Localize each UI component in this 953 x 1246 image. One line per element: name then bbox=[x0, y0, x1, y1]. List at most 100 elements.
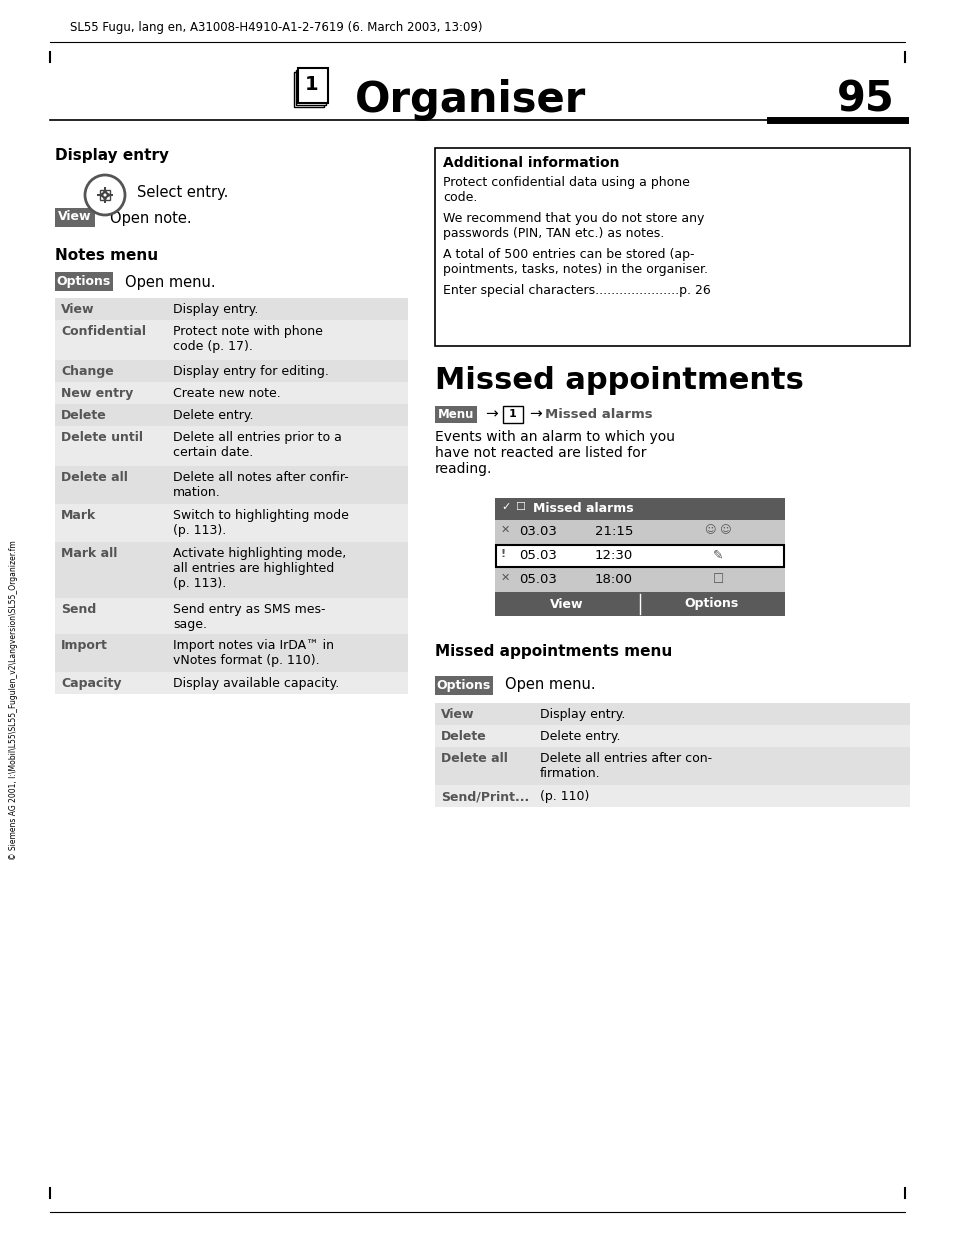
FancyBboxPatch shape bbox=[495, 592, 784, 616]
Text: Display entry: Display entry bbox=[55, 148, 169, 163]
Text: 18:00: 18:00 bbox=[595, 573, 633, 586]
Text: Additional information: Additional information bbox=[442, 156, 618, 169]
FancyBboxPatch shape bbox=[55, 320, 408, 360]
Text: ✕: ✕ bbox=[500, 573, 510, 583]
Text: View: View bbox=[58, 211, 91, 223]
Text: 1: 1 bbox=[509, 409, 517, 419]
Text: Delete all: Delete all bbox=[440, 753, 507, 765]
Text: Missed appointments: Missed appointments bbox=[435, 366, 803, 395]
Text: Capacity: Capacity bbox=[61, 677, 121, 690]
FancyBboxPatch shape bbox=[55, 360, 408, 383]
Text: Send: Send bbox=[61, 603, 96, 616]
Text: →: → bbox=[484, 406, 497, 421]
Text: Open menu.: Open menu. bbox=[504, 678, 595, 693]
FancyBboxPatch shape bbox=[495, 520, 784, 545]
Text: Create new note.: Create new note. bbox=[172, 388, 280, 400]
Text: We recommend that you do not store any
passwords (PIN, TAN etc.) as notes.: We recommend that you do not store any p… bbox=[442, 212, 703, 240]
Text: Enter special characters.....................p. 26: Enter special characters................… bbox=[442, 284, 710, 297]
Text: Options: Options bbox=[436, 679, 491, 692]
Text: 21:15: 21:15 bbox=[595, 525, 633, 538]
FancyBboxPatch shape bbox=[55, 542, 408, 598]
Text: Import notes via IrDA™ in
vNotes format (p. 110).: Import notes via IrDA™ in vNotes format … bbox=[172, 639, 334, 667]
Text: Mark: Mark bbox=[61, 510, 96, 522]
Text: Display entry.: Display entry. bbox=[539, 708, 625, 721]
Text: →: → bbox=[529, 406, 541, 421]
Text: Send entry as SMS mes-
sage.: Send entry as SMS mes- sage. bbox=[172, 603, 325, 630]
FancyBboxPatch shape bbox=[100, 189, 110, 201]
Text: Display entry for editing.: Display entry for editing. bbox=[172, 365, 329, 378]
Text: Delete entry.: Delete entry. bbox=[539, 730, 619, 743]
Text: Display available capacity.: Display available capacity. bbox=[172, 677, 339, 690]
Text: ☐: ☐ bbox=[712, 573, 723, 586]
Text: ✓: ✓ bbox=[500, 502, 510, 512]
Text: Open note.: Open note. bbox=[110, 211, 192, 226]
Text: 05.03: 05.03 bbox=[518, 549, 557, 562]
Text: Missed alarms: Missed alarms bbox=[533, 502, 633, 515]
Text: ✕: ✕ bbox=[500, 525, 510, 535]
Text: 95: 95 bbox=[837, 78, 894, 121]
Text: Events with an alarm to which you
have not reacted are listed for
reading.: Events with an alarm to which you have n… bbox=[435, 430, 675, 476]
Text: ☐: ☐ bbox=[515, 502, 524, 512]
FancyBboxPatch shape bbox=[496, 545, 783, 567]
Text: !: ! bbox=[500, 549, 506, 559]
Text: Menu: Menu bbox=[437, 407, 474, 420]
Text: © Siemens AG 2001, I:\Mobil\L55\SL55_Fugulen_v2\Langversion\SL55_Organizer.fm: © Siemens AG 2001, I:\Mobil\L55\SL55_Fug… bbox=[10, 540, 18, 860]
FancyBboxPatch shape bbox=[435, 703, 909, 725]
Text: 05.03: 05.03 bbox=[518, 573, 557, 586]
FancyBboxPatch shape bbox=[55, 503, 408, 542]
Text: View: View bbox=[440, 708, 474, 721]
Text: Open menu.: Open menu. bbox=[125, 274, 215, 289]
FancyBboxPatch shape bbox=[55, 208, 95, 227]
Text: Send/Print...: Send/Print... bbox=[440, 790, 529, 802]
Text: Protect note with phone
code (p. 17).: Protect note with phone code (p. 17). bbox=[172, 325, 322, 353]
FancyBboxPatch shape bbox=[55, 634, 408, 672]
Text: Missed appointments menu: Missed appointments menu bbox=[435, 644, 672, 659]
Text: Delete all entries prior to a
certain date.: Delete all entries prior to a certain da… bbox=[172, 431, 341, 459]
Text: View: View bbox=[550, 598, 583, 611]
Text: New entry: New entry bbox=[61, 388, 133, 400]
FancyBboxPatch shape bbox=[435, 406, 476, 422]
Text: A total of 500 entries can be stored (ap-
pointments, tasks, notes) in the organ: A total of 500 entries can be stored (ap… bbox=[442, 248, 707, 277]
Text: Switch to highlighting mode
(p. 113).: Switch to highlighting mode (p. 113). bbox=[172, 510, 349, 537]
FancyBboxPatch shape bbox=[55, 298, 408, 320]
FancyBboxPatch shape bbox=[295, 70, 326, 105]
Text: Delete: Delete bbox=[61, 409, 107, 422]
Text: Mark all: Mark all bbox=[61, 547, 117, 559]
FancyBboxPatch shape bbox=[55, 404, 408, 426]
Text: ✎: ✎ bbox=[712, 549, 722, 562]
Text: (p. 110): (p. 110) bbox=[539, 790, 589, 802]
FancyBboxPatch shape bbox=[435, 677, 493, 695]
Text: Delete: Delete bbox=[440, 730, 486, 743]
Text: Organiser: Organiser bbox=[355, 78, 586, 121]
Text: Change: Change bbox=[61, 365, 113, 378]
Text: Delete all notes after confir-
mation.: Delete all notes after confir- mation. bbox=[172, 471, 349, 498]
Circle shape bbox=[85, 174, 125, 216]
Text: Delete entry.: Delete entry. bbox=[172, 409, 253, 422]
Text: Missed alarms: Missed alarms bbox=[544, 407, 652, 420]
Text: Delete all: Delete all bbox=[61, 471, 128, 483]
Text: ☺ ☺: ☺ ☺ bbox=[704, 525, 731, 535]
Text: Delete all entries after con-
firmation.: Delete all entries after con- firmation. bbox=[539, 753, 711, 780]
FancyBboxPatch shape bbox=[55, 672, 408, 694]
FancyBboxPatch shape bbox=[294, 72, 324, 107]
Text: Options: Options bbox=[57, 274, 111, 288]
FancyBboxPatch shape bbox=[297, 69, 328, 103]
FancyBboxPatch shape bbox=[435, 725, 909, 748]
Text: Activate highlighting mode,
all entries are highlighted
(p. 113).: Activate highlighting mode, all entries … bbox=[172, 547, 346, 591]
Text: Confidential: Confidential bbox=[61, 325, 146, 338]
Text: View: View bbox=[61, 303, 94, 316]
Text: 1: 1 bbox=[305, 76, 318, 95]
FancyBboxPatch shape bbox=[435, 785, 909, 807]
FancyBboxPatch shape bbox=[55, 426, 408, 466]
Text: 12:30: 12:30 bbox=[595, 549, 633, 562]
Text: 03.03: 03.03 bbox=[518, 525, 557, 538]
FancyBboxPatch shape bbox=[495, 498, 784, 520]
FancyBboxPatch shape bbox=[435, 148, 909, 346]
FancyBboxPatch shape bbox=[435, 748, 909, 785]
Text: Notes menu: Notes menu bbox=[55, 248, 158, 263]
FancyBboxPatch shape bbox=[495, 568, 784, 592]
Text: Select entry.: Select entry. bbox=[137, 184, 228, 199]
Text: Protect confidential data using a phone
code.: Protect confidential data using a phone … bbox=[442, 176, 689, 204]
FancyBboxPatch shape bbox=[55, 272, 112, 292]
Text: Display entry.: Display entry. bbox=[172, 303, 258, 316]
